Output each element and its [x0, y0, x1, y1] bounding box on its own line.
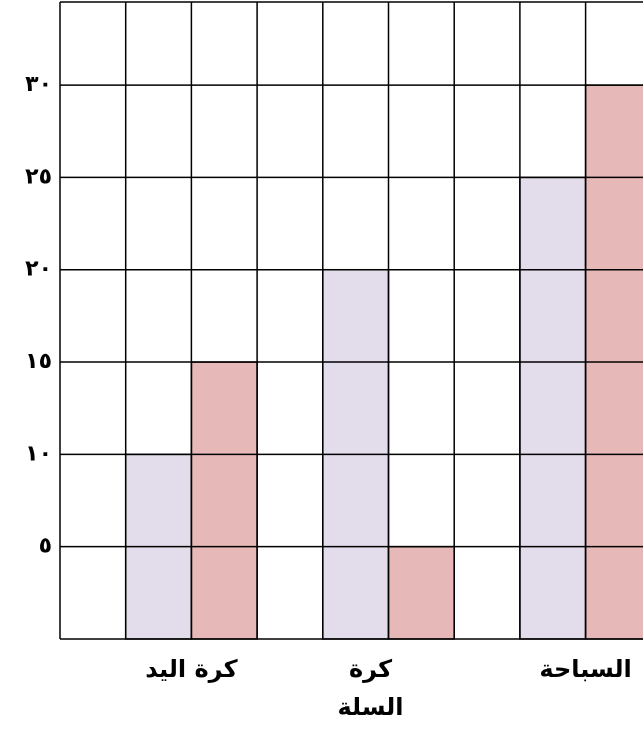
y-tick-label: ٣٠ [25, 72, 52, 97]
x-tick-label: كرة اليد [145, 655, 238, 683]
bar [190, 361, 258, 640]
bar [519, 176, 587, 640]
y-tick-label: ٥ [39, 534, 52, 559]
y-tick-label: ١٠ [25, 441, 52, 466]
y-tick-label: ٢٠ [25, 257, 52, 282]
bar [387, 545, 455, 640]
x-tick-label: السباحة [539, 655, 632, 683]
y-tick-label: ١٥ [25, 349, 52, 374]
y-tick-label: ٢٥ [25, 164, 52, 189]
x-tick-label: كرة السلة [337, 655, 404, 721]
